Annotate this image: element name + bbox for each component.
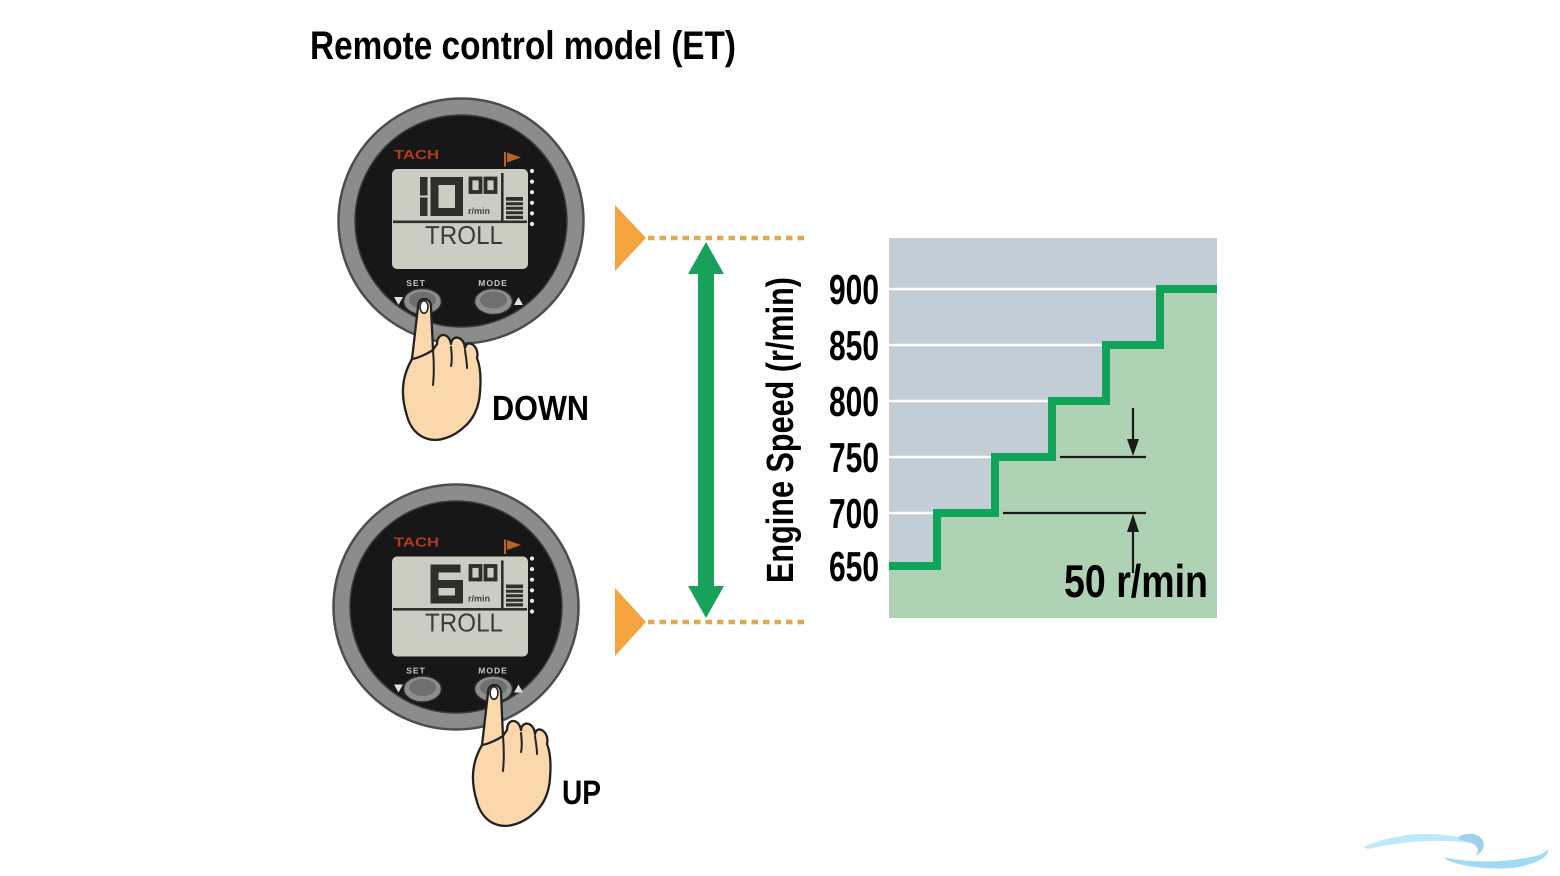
svg-text:Engine Speed (r/min): Engine Speed (r/min) (760, 277, 802, 583)
svg-text:750: 750 (829, 434, 879, 481)
svg-text:r/min: r/min (468, 206, 490, 216)
svg-text:850: 850 (829, 322, 879, 369)
svg-text:r/min: r/min (468, 594, 490, 604)
svg-text:800: 800 (829, 378, 879, 425)
svg-text:UP: UP (562, 774, 601, 812)
svg-text:650: 650 (829, 543, 879, 590)
svg-text:900: 900 (829, 266, 879, 313)
svg-text:50 r/min: 50 r/min (1064, 555, 1208, 607)
svg-text:DOWN: DOWN (492, 389, 589, 428)
svg-text:700: 700 (829, 490, 879, 537)
svg-text:Remote control model (ET): Remote control model (ET) (310, 24, 736, 68)
